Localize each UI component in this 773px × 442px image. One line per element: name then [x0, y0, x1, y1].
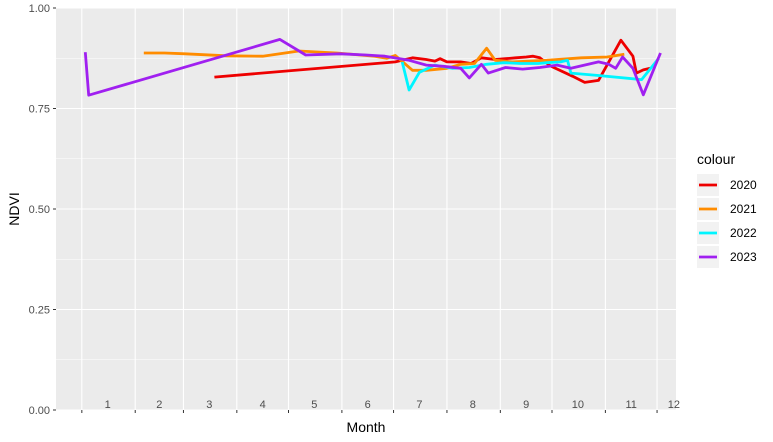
month-label: 10	[572, 399, 584, 411]
month-label: 1	[105, 399, 111, 411]
y-tick-label: 0.00	[29, 405, 50, 417]
y-tick-label: 1.00	[29, 3, 50, 15]
month-label: 8	[470, 399, 476, 411]
legend-items: 2020 2021 2022 2023	[697, 174, 757, 268]
y-axis-title: NDVI	[6, 192, 22, 225]
series-line-2021	[143, 46, 625, 72]
series-lines	[83, 38, 662, 97]
month-label: 12	[668, 399, 680, 411]
legend-label-2020: 2020	[730, 178, 757, 192]
legend-label-2023: 2023	[730, 250, 757, 264]
series-line-2023	[83, 38, 662, 97]
grid	[56, 7, 676, 411]
month-label: 7	[416, 399, 422, 411]
month-label: 6	[365, 399, 371, 411]
month-label: 3	[206, 399, 212, 411]
month-labels: 1 2 3 4 5 6 7 8 9 10 11 12	[105, 399, 680, 411]
legend-label-2022: 2022	[730, 226, 757, 240]
month-label: 4	[260, 399, 266, 411]
month-label: 2	[156, 399, 162, 411]
y-tick-label: 0.50	[29, 204, 50, 216]
x-axis-title: Month	[347, 419, 386, 435]
month-label: 5	[311, 399, 317, 411]
month-label: 9	[523, 399, 529, 411]
series-line-2020	[214, 38, 651, 84]
y-tick-label: 0.25	[29, 305, 50, 317]
y-tick-label: 0.75	[29, 104, 50, 116]
month-label: 11	[626, 399, 637, 411]
legend-title: colour	[697, 151, 735, 167]
legend-label-2021: 2021	[730, 202, 757, 216]
legend: colour 2020 2021 2022 2023	[697, 151, 757, 268]
series-line-2022	[400, 57, 660, 92]
axes: 0.00 0.25 0.50 0.75 1.00	[29, 3, 658, 417]
